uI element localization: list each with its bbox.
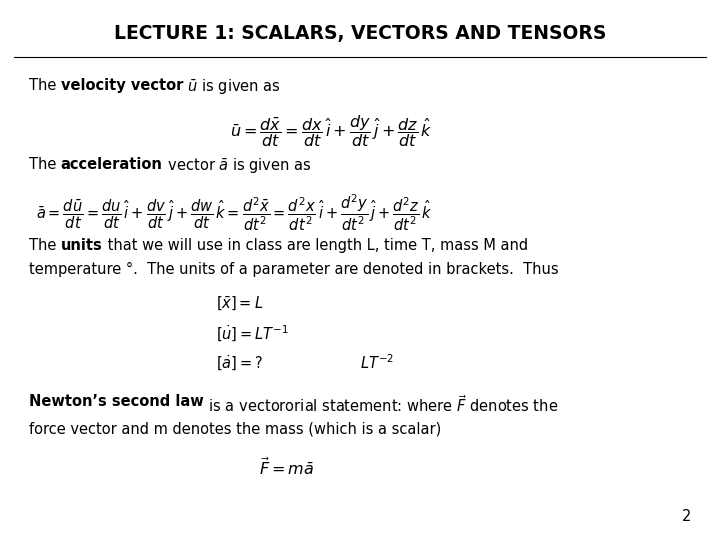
Text: vector $\bar{a}$ is given as: vector $\bar{a}$ is given as bbox=[163, 157, 311, 176]
Text: Newton’s second law: Newton’s second law bbox=[29, 394, 204, 409]
Text: 2: 2 bbox=[682, 509, 691, 524]
Text: $\bar{u} = \dfrac{d\bar{x}}{dt} = \dfrac{dx}{dt}\,\hat{i} + \dfrac{dy}{dt}\,\hat: $\bar{u} = \dfrac{d\bar{x}}{dt} = \dfrac… bbox=[230, 113, 433, 150]
Text: $[\dot{a}] = ?$: $[\dot{a}] = ?$ bbox=[216, 354, 263, 373]
Text: $\bar{a} = \dfrac{d\bar{u}}{dt} = \dfrac{du}{dt}\,\hat{i} + \dfrac{dv}{dt}\,\hat: $\bar{a} = \dfrac{d\bar{u}}{dt} = \dfrac… bbox=[36, 192, 433, 233]
Text: force vector and m denotes the mass (which is a scalar): force vector and m denotes the mass (whi… bbox=[29, 421, 441, 436]
Text: is a vectororial statement: where $\vec{F}$ denotes the: is a vectororial statement: where $\vec{… bbox=[204, 394, 558, 415]
Text: $\bar{u}$ is given as: $\bar{u}$ is given as bbox=[183, 78, 281, 97]
Text: temperature °.  The units of a parameter are denoted in brackets.  Thus: temperature °. The units of a parameter … bbox=[29, 262, 559, 277]
Text: $\vec{F} = m\bar{a}$: $\vec{F} = m\bar{a}$ bbox=[259, 456, 315, 477]
Text: acceleration: acceleration bbox=[60, 157, 163, 172]
Text: The: The bbox=[29, 78, 60, 93]
Text: $LT^{-2}$: $LT^{-2}$ bbox=[360, 354, 395, 373]
Text: $[\bar{x}] = L$: $[\bar{x}] = L$ bbox=[216, 294, 264, 312]
Text: velocity vector: velocity vector bbox=[60, 78, 183, 93]
Text: $[\dot{u}] = LT^{-1}$: $[\dot{u}] = LT^{-1}$ bbox=[216, 324, 289, 344]
Text: LECTURE 1: SCALARS, VECTORS AND TENSORS: LECTURE 1: SCALARS, VECTORS AND TENSORS bbox=[114, 24, 606, 43]
Text: The: The bbox=[29, 157, 60, 172]
Text: The: The bbox=[29, 238, 60, 253]
Text: that we will use in class are length L, time T, mass M and: that we will use in class are length L, … bbox=[102, 238, 528, 253]
Text: units: units bbox=[60, 238, 102, 253]
